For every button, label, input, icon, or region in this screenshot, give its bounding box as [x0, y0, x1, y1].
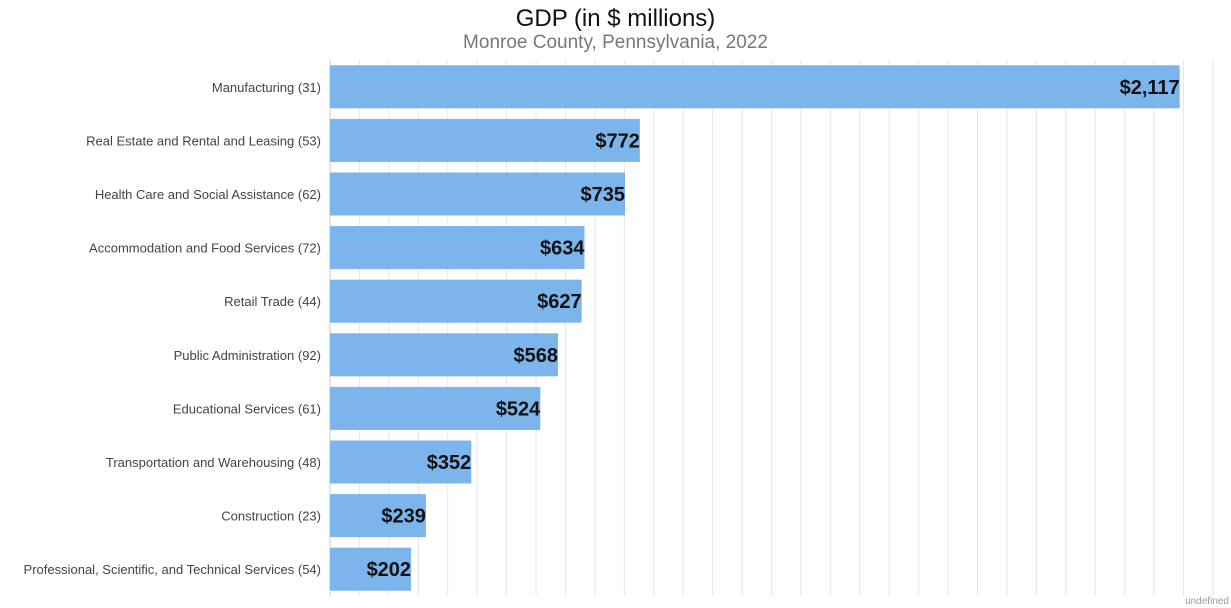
bar: [330, 226, 585, 270]
value-label: $352: [427, 452, 472, 474]
category-label: Professional, Scientific, and Technical …: [24, 562, 321, 577]
category-labels: Manufacturing (31) Real Estate and Rental…: [24, 80, 321, 577]
value-label: $634: [540, 238, 585, 260]
chart-subtitle: Monroe County, Pennsylvania, 2022: [463, 32, 768, 53]
category-label: Real Estate and Rental and Leasing (53): [86, 133, 321, 148]
category-label: Transportation and Warehousing (48): [106, 455, 321, 470]
bar: [330, 172, 626, 216]
bar: [330, 118, 640, 162]
bars: [330, 65, 1180, 591]
category-label: Construction (23): [221, 509, 321, 524]
value-labels: $2,117 $772 $735 $634 $627 $568 $524 $352 $239 $2…: [367, 77, 1180, 581]
value-label: $627: [537, 291, 582, 313]
value-label: $2,117: [1120, 77, 1180, 99]
bar: [330, 440, 472, 484]
category-label: Public Administration (92): [174, 348, 321, 363]
bar: [330, 279, 582, 323]
bar: [330, 494, 426, 538]
category-label: Accommodation and Food Services (72): [89, 241, 321, 256]
category-label: Retail Trade (44): [224, 294, 321, 309]
category-label: Manufacturing (31): [212, 80, 321, 95]
category-label: Educational Services (61): [173, 401, 321, 416]
bar: [330, 386, 541, 430]
footer-note: undefined: [1185, 596, 1229, 607]
bar: [330, 547, 412, 591]
value-label: $239: [381, 506, 426, 528]
value-label: $772: [595, 130, 640, 152]
bar: [330, 333, 558, 377]
bar: [330, 65, 1180, 109]
value-label: $735: [581, 184, 626, 206]
category-label: Health Care and Social Assistance (62): [95, 187, 321, 202]
value-label: $568: [513, 345, 558, 367]
value-label: $524: [496, 398, 541, 420]
chart-title: GDP (in $ millions): [515, 5, 716, 32]
value-label: $202: [367, 559, 412, 581]
